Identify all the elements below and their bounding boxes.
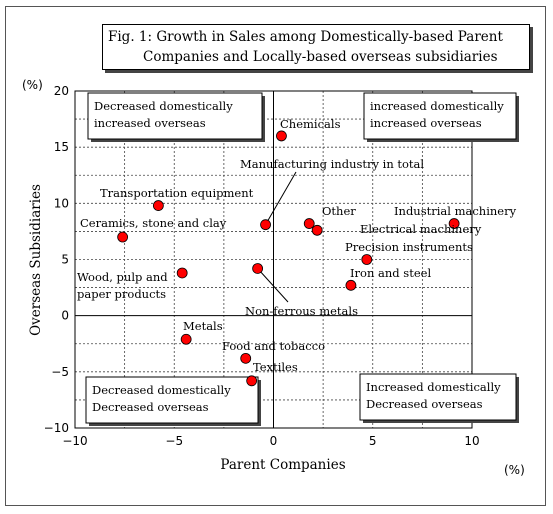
point-label: Food and tobacco [222,339,325,353]
point-label: Other [322,204,356,218]
y-tick-label: 10 [54,196,69,210]
quadrant-note-box [87,92,263,140]
x-tick-label: 5 [369,434,377,448]
x-tick-label: 10 [464,434,479,448]
data-point [152,200,164,211]
point-labels: Chemicals Transportation equipment Ceramic… [77,117,517,374]
quadrant-note-text: Decreased domestically [92,383,231,397]
y-tick-label: 5 [61,253,69,267]
data-point [276,130,287,142]
grid [75,91,472,428]
quadrant-note-text: increased overseas [370,116,482,130]
point-label: paper products [77,287,166,301]
data-point [260,219,271,231]
x-tick-label: −10 [62,434,87,448]
y-tick-label: −5 [51,365,69,379]
data-point [252,263,264,274]
y-unit-label: (%) [22,78,43,92]
point-label: Ceramics, stone and clay [80,216,227,230]
data-point [240,352,252,364]
quadrant-note-text: increased domestically [370,99,504,113]
y-axis-title: Overseas Subsidiaries [28,184,44,336]
point-label: Electrical machinery [360,222,482,236]
data-point [311,224,323,236]
data-points [117,130,460,387]
quadrant-note-box [85,376,259,424]
chart-title-box: Fig. 1: Growth in Sales among Domestical… [102,24,530,70]
leader-line [265,171,297,225]
chart-title-line-1: Fig. 1: Growth in Sales among Domestical… [108,29,503,45]
quadrant-note-text: Increased domestically [366,380,501,394]
data-point [448,218,460,229]
data-point [180,333,192,345]
data-point [117,231,129,243]
data-point [303,218,315,229]
quadrant-note-text: increased overseas [94,116,206,130]
quadrant-note-box [359,373,517,421]
x-tick-label: −5 [165,434,183,448]
point-label: Non-ferrous metals [245,304,358,318]
point-label: Manufacturing industry in total [240,157,424,171]
point-label: Metals [183,319,223,333]
axes: −10 −5 0 5 10 −10 −5 0 5 10 15 20 [44,84,480,448]
quadrant-note-text: Decreased overseas [366,397,483,411]
data-point [176,267,188,279]
quadrant-notes: Decreased domestically increased overseas… [85,92,519,426]
point-label: Transportation equipment [100,186,254,200]
quadrant-note-text: Decreased domestically [94,99,233,113]
point-label: Industrial machinery [394,204,517,218]
y-tick-label: 20 [54,84,69,98]
y-tick-label: 0 [61,309,69,323]
x-axis-title: Parent Companies [220,457,345,473]
data-point [361,254,373,265]
data-point [246,375,258,387]
point-label: Iron and steel [350,266,431,280]
point-label: Wood, pulp and [77,270,168,284]
data-point [345,279,357,291]
point-label: Chemicals [280,117,341,131]
x-tick-label: 0 [270,434,278,448]
quadrant-note-box [363,92,517,140]
y-tick-label: −10 [44,421,69,435]
point-label: Precision instruments [345,240,473,254]
leader-line [257,268,289,303]
chart-title-line-2: Companies and Locally-based overseas sub… [143,49,498,65]
x-unit-label: (%) [504,463,525,477]
point-label: Textiles [253,360,298,374]
leader-lines [257,171,297,303]
quadrant-note-text: Decreased overseas [92,400,209,414]
y-tick-label: 15 [54,140,69,154]
